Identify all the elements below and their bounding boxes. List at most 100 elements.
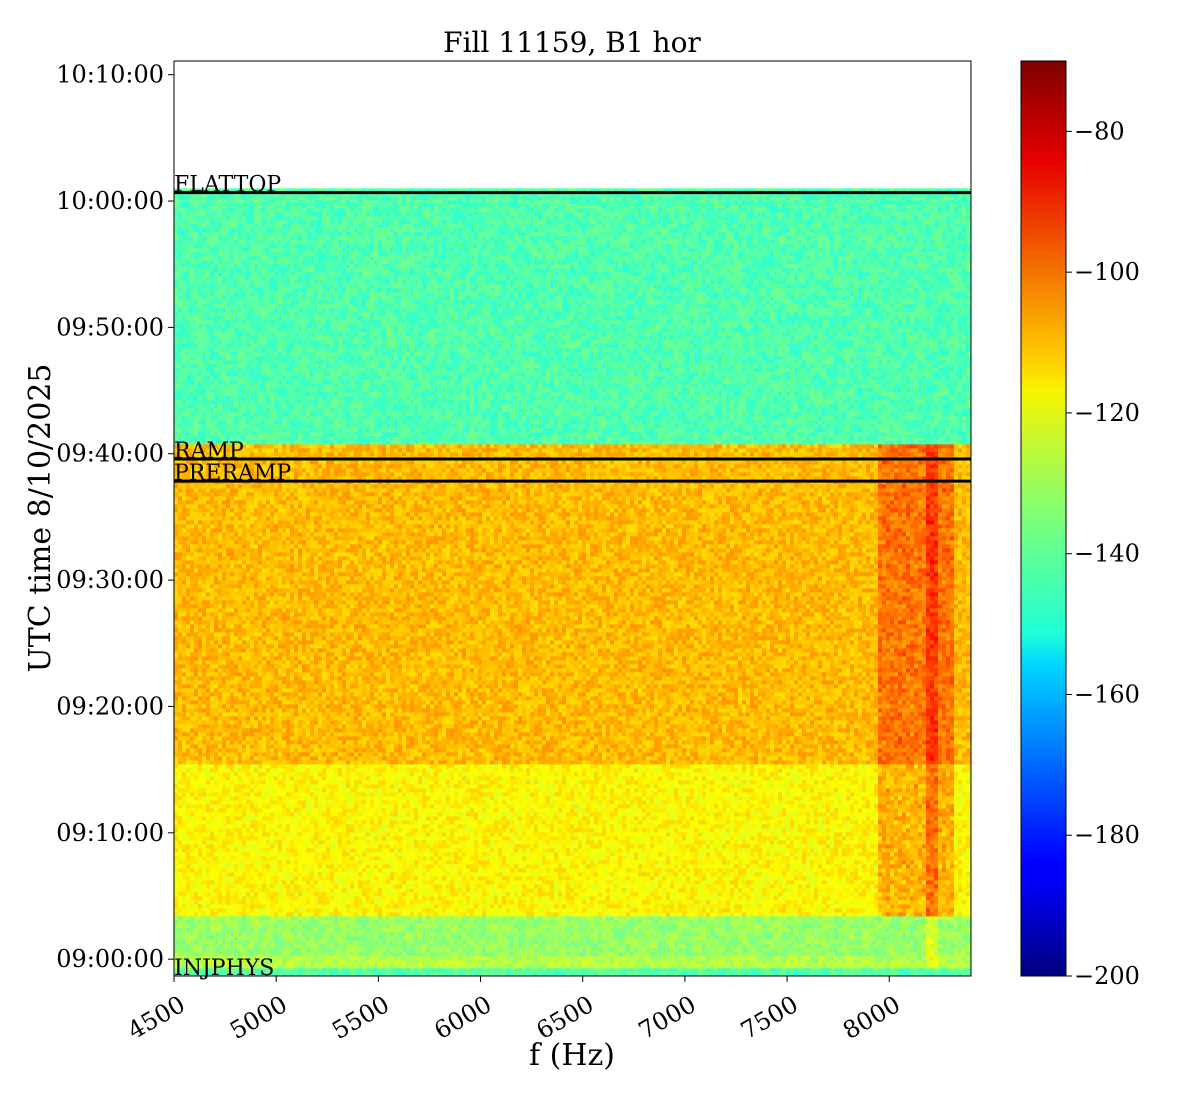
heatmap-cell bbox=[350, 264, 355, 269]
heatmap-cell bbox=[186, 232, 191, 237]
heatmap-cell bbox=[266, 264, 271, 269]
heatmap-cell bbox=[370, 280, 375, 285]
heatmap-cell bbox=[706, 244, 711, 249]
heatmap-cell bbox=[794, 212, 799, 217]
heatmap-cell bbox=[338, 220, 343, 225]
heatmap-cell bbox=[786, 204, 791, 209]
heatmap-cell bbox=[250, 216, 255, 221]
heatmap-cell bbox=[426, 232, 431, 237]
heatmap-cell bbox=[674, 220, 679, 225]
heatmap-cell bbox=[702, 212, 707, 217]
heatmap-cell bbox=[550, 256, 555, 261]
heatmap-cell bbox=[302, 272, 307, 277]
heatmap-cell bbox=[534, 264, 539, 269]
heatmap-cell bbox=[794, 272, 799, 277]
heatmap-cell bbox=[714, 228, 719, 233]
heatmap-cell bbox=[210, 244, 215, 249]
heatmap-cell bbox=[386, 204, 391, 209]
heatmap-cell bbox=[618, 208, 623, 213]
heatmap-cell bbox=[926, 204, 931, 209]
heatmap-cell bbox=[322, 236, 327, 241]
heatmap-cell bbox=[906, 216, 911, 221]
heatmap-cell bbox=[886, 224, 891, 229]
heatmap-cell bbox=[306, 224, 311, 229]
heatmap-cell bbox=[750, 260, 755, 265]
heatmap-cell bbox=[582, 208, 587, 213]
heatmap-cell bbox=[218, 240, 223, 245]
heatmap-cell bbox=[734, 248, 739, 253]
heatmap-cell bbox=[762, 204, 767, 209]
heatmap-cell bbox=[306, 252, 311, 257]
heatmap-cell bbox=[546, 248, 551, 253]
heatmap-cell bbox=[306, 204, 311, 209]
heatmap-cell bbox=[918, 264, 923, 269]
heatmap-cell bbox=[198, 244, 203, 249]
heatmap-cell bbox=[470, 200, 475, 205]
heatmap-cell bbox=[438, 212, 443, 217]
heatmap-cell bbox=[714, 208, 719, 213]
heatmap-cell bbox=[246, 224, 251, 229]
heatmap-cell bbox=[690, 276, 695, 281]
heatmap-cell bbox=[226, 220, 231, 225]
heatmap-cell bbox=[602, 256, 607, 261]
heatmap-cell bbox=[650, 216, 655, 221]
heatmap-cell bbox=[258, 224, 263, 229]
heatmap-cell bbox=[562, 248, 567, 253]
heatmap-cell bbox=[282, 280, 287, 285]
heatmap-cell bbox=[726, 200, 731, 205]
heatmap-cell bbox=[858, 216, 863, 221]
heatmap-cell bbox=[546, 204, 551, 209]
heatmap-cell bbox=[222, 236, 227, 241]
heatmap-cell bbox=[850, 232, 855, 237]
heatmap-cell bbox=[230, 284, 235, 289]
heatmap-cell bbox=[262, 228, 267, 233]
heatmap-cell bbox=[870, 280, 875, 285]
heatmap-cell bbox=[922, 208, 927, 213]
heatmap-cell bbox=[598, 252, 603, 257]
heatmap-cell bbox=[922, 204, 927, 209]
heatmap-cell bbox=[754, 236, 759, 241]
heatmap-cell bbox=[474, 276, 479, 281]
heatmap-cell bbox=[882, 216, 887, 221]
heatmap-cell bbox=[878, 232, 883, 237]
heatmap-cell bbox=[182, 276, 187, 281]
heatmap-cell bbox=[322, 248, 327, 253]
heatmap-cell bbox=[774, 252, 779, 257]
heatmap-cell bbox=[198, 256, 203, 261]
heatmap-cell bbox=[298, 240, 303, 245]
heatmap-cell bbox=[882, 256, 887, 261]
heatmap-cell bbox=[766, 272, 771, 277]
heatmap-cell bbox=[602, 232, 607, 237]
heatmap-cell bbox=[654, 228, 659, 233]
heatmap-cell bbox=[274, 260, 279, 265]
heatmap-cell bbox=[590, 264, 595, 269]
heatmap-cell bbox=[738, 260, 743, 265]
heatmap-cell bbox=[406, 244, 411, 249]
heatmap-cell bbox=[410, 228, 415, 233]
heatmap-cell bbox=[822, 276, 827, 281]
heatmap-cell bbox=[806, 280, 811, 285]
heatmap-cell bbox=[450, 248, 455, 253]
heatmap-cell bbox=[454, 284, 459, 289]
heatmap-cell bbox=[554, 200, 559, 205]
heatmap-cell bbox=[582, 232, 587, 237]
heatmap-cell bbox=[222, 220, 227, 225]
heatmap-cell bbox=[502, 272, 507, 277]
heatmap-cell bbox=[946, 204, 951, 209]
heatmap-cell bbox=[342, 216, 347, 221]
heatmap-cell bbox=[814, 248, 819, 253]
heatmap-cell bbox=[930, 240, 935, 245]
heatmap-cell bbox=[750, 280, 755, 285]
heatmap-cell bbox=[670, 264, 675, 269]
heatmap-cell bbox=[726, 212, 731, 217]
heatmap-cell bbox=[306, 196, 311, 201]
heatmap-cell bbox=[310, 252, 315, 257]
heatmap-cell bbox=[402, 236, 407, 241]
heatmap-cell bbox=[778, 220, 783, 225]
heatmap-cell bbox=[942, 204, 947, 209]
heatmap-cell bbox=[586, 224, 591, 229]
heatmap-cell bbox=[798, 276, 803, 281]
heatmap-cell bbox=[634, 228, 639, 233]
heatmap-cell bbox=[814, 256, 819, 261]
heatmap-cell bbox=[394, 240, 399, 245]
